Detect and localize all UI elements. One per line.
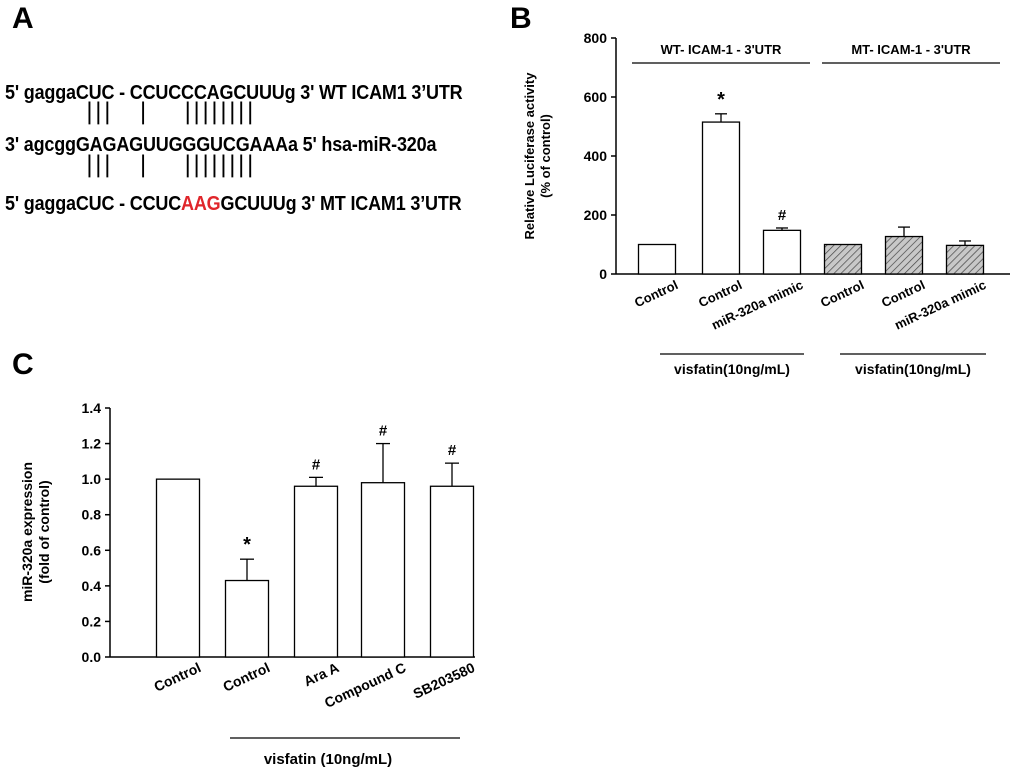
bar — [224, 579, 270, 658]
y-tick-label: 200 — [584, 207, 608, 223]
x-tick-label: Control — [818, 277, 866, 310]
x-tick-label: SB203580 — [411, 659, 478, 702]
y-tick-label: 0.2 — [82, 613, 102, 629]
bar — [945, 244, 985, 275]
panel-label-c: C — [12, 348, 34, 381]
y-tick-label: 600 — [584, 89, 608, 105]
y-axis-label: miR-320a expression — [19, 462, 35, 602]
y-tick-label: 800 — [584, 30, 608, 46]
y-axis-label: (% of control) — [538, 114, 553, 198]
bar — [293, 485, 339, 658]
construct-group-label: WT- ICAM-1 - 3'UTR — [661, 42, 782, 57]
treatment-group-label: visfatin (10ng/mL) — [264, 751, 392, 768]
panel-label-b: B — [510, 2, 532, 35]
y-tick-label: 0.4 — [82, 578, 102, 594]
panel-label-a: A — [12, 2, 34, 35]
construct-group-label: MT- ICAM-1 - 3'UTR — [851, 42, 971, 57]
significance-mark: # — [778, 207, 787, 224]
mt-mutated-bases: AAG — [181, 193, 221, 215]
x-tick-label: Control — [632, 277, 680, 310]
bar — [360, 482, 406, 658]
mt-sequence-end: GCUUUg 3' MT ICAM1 3’UTR — [220, 193, 462, 215]
significance-mark: * — [717, 89, 725, 111]
pairing-lines-top: ||| | |||||||| — [85, 100, 255, 127]
bar — [823, 243, 863, 275]
x-tick-label: Control — [151, 659, 203, 695]
mt-sequence-start: 5' gaggaCUC - CCUC — [5, 193, 182, 215]
x-tick-label: Ara A — [301, 659, 341, 689]
y-tick-label: 0.6 — [82, 542, 102, 558]
x-tick-label: Control — [220, 659, 272, 695]
bar — [701, 121, 741, 275]
y-tick-label: 1.0 — [82, 471, 102, 487]
y-tick-label: 1.4 — [82, 400, 102, 416]
wt-sequence: 5' gaggaCUC - CCUCCCAGCUUUg 3' WT ICAM1 … — [5, 82, 463, 104]
significance-mark: # — [448, 442, 457, 459]
significance-mark: # — [312, 456, 321, 473]
y-tick-label: 0.0 — [82, 649, 102, 665]
chart-b-luciferase: 0 200 400 600 800 Relative Luciferase activit… — [522, 30, 1010, 377]
mirna-sequence: 3' agcggGAGAGUUGGGUCGAAAa 5' hsa-miR-320… — [5, 134, 437, 156]
treatment-group-label: visfatin(10ng/mL) — [674, 361, 790, 377]
treatment-group-label: visfatin(10ng/mL) — [855, 361, 971, 377]
y-tick-label: 0.8 — [82, 507, 102, 523]
y-tick-label: 1.2 — [82, 436, 102, 452]
significance-mark: * — [243, 534, 251, 556]
bar — [155, 478, 201, 658]
mt-sequence: 5' gaggaCUC - CCUCAAGGCUUUg 3' MT ICAM1 … — [5, 193, 462, 216]
pairing-lines-bottom: ||| | |||||||| — [85, 153, 255, 180]
y-tick-label: 400 — [584, 148, 608, 164]
bar — [884, 235, 924, 275]
significance-mark: # — [379, 423, 388, 440]
bar — [762, 229, 802, 275]
y-tick-label: 0 — [599, 266, 607, 282]
bar — [637, 243, 677, 275]
chart-c-mir320a-expression: 0.0 0.2 0.4 0.6 0.8 1.0 1.2 1.4 miR-320a express… — [19, 400, 478, 768]
bar — [429, 485, 475, 658]
y-axis-label: Relative Luciferase activity — [522, 72, 537, 240]
y-axis-label: (fold of control) — [36, 480, 52, 583]
